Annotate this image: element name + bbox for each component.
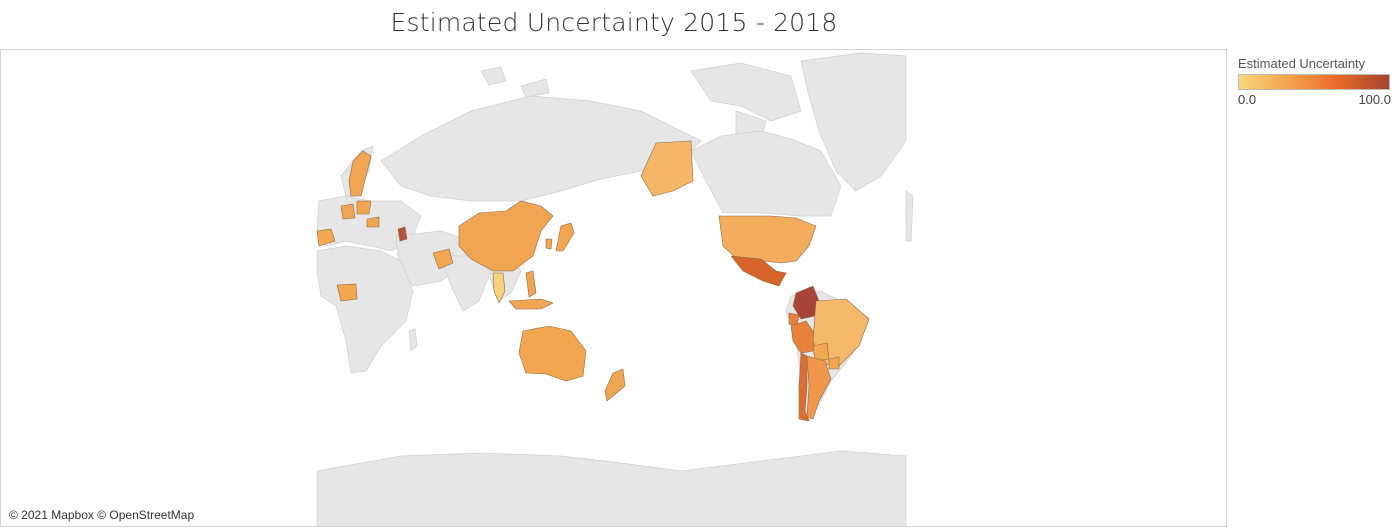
legend-min-label: 0.0 bbox=[1238, 92, 1257, 107]
country-peru bbox=[790, 320, 817, 354]
map-attribution: © 2021 Mapbox © OpenStreetMap bbox=[9, 508, 195, 522]
land-madagascar bbox=[408, 328, 418, 352]
land-arctic-canada bbox=[690, 62, 802, 122]
page-title: Estimated Uncertainty 2015 - 2018 bbox=[390, 8, 838, 37]
country-alaska bbox=[640, 140, 694, 197]
land-svalbard bbox=[480, 66, 507, 86]
country-australia bbox=[518, 325, 587, 382]
country-south-korea bbox=[545, 238, 553, 250]
country-indonesia bbox=[508, 298, 554, 310]
country-poland bbox=[356, 200, 372, 215]
land-far-right bbox=[905, 190, 914, 242]
land-greenland bbox=[800, 52, 907, 192]
country-usa bbox=[718, 215, 817, 264]
land-antarctica bbox=[316, 450, 907, 526]
land-layer bbox=[316, 52, 914, 526]
country-china bbox=[458, 200, 554, 272]
country-philippines bbox=[525, 270, 537, 298]
map-view[interactable]: © 2021 Mapbox © OpenStreetMap bbox=[0, 49, 1227, 527]
land-novaya bbox=[520, 78, 550, 98]
country-paraguay bbox=[828, 356, 840, 370]
legend-range-labels: 0.0 100.0 bbox=[1238, 92, 1391, 107]
country-spain bbox=[316, 228, 336, 247]
color-legend: Estimated Uncertainty 0.0 100.0 bbox=[1238, 56, 1398, 107]
country-pakistan bbox=[432, 248, 454, 270]
country-hungary bbox=[366, 216, 380, 228]
country-mexico bbox=[730, 255, 787, 287]
world-map[interactable] bbox=[1, 50, 1227, 527]
country-japan bbox=[555, 222, 575, 252]
legend-title: Estimated Uncertainty bbox=[1238, 56, 1366, 71]
country-moldova bbox=[397, 226, 408, 242]
land-canada bbox=[690, 130, 842, 217]
country-new-zealand bbox=[604, 368, 626, 402]
country-sweden bbox=[348, 150, 372, 197]
legend-color-ramp bbox=[1238, 74, 1390, 90]
country-argentina bbox=[806, 355, 832, 420]
choropleth-layer bbox=[316, 140, 870, 422]
legend-max-label: 100.0 bbox=[1358, 92, 1391, 107]
land-africa bbox=[316, 245, 414, 374]
country-germany bbox=[340, 203, 356, 220]
country-thailand bbox=[492, 272, 506, 304]
country-nigeria bbox=[336, 283, 358, 302]
